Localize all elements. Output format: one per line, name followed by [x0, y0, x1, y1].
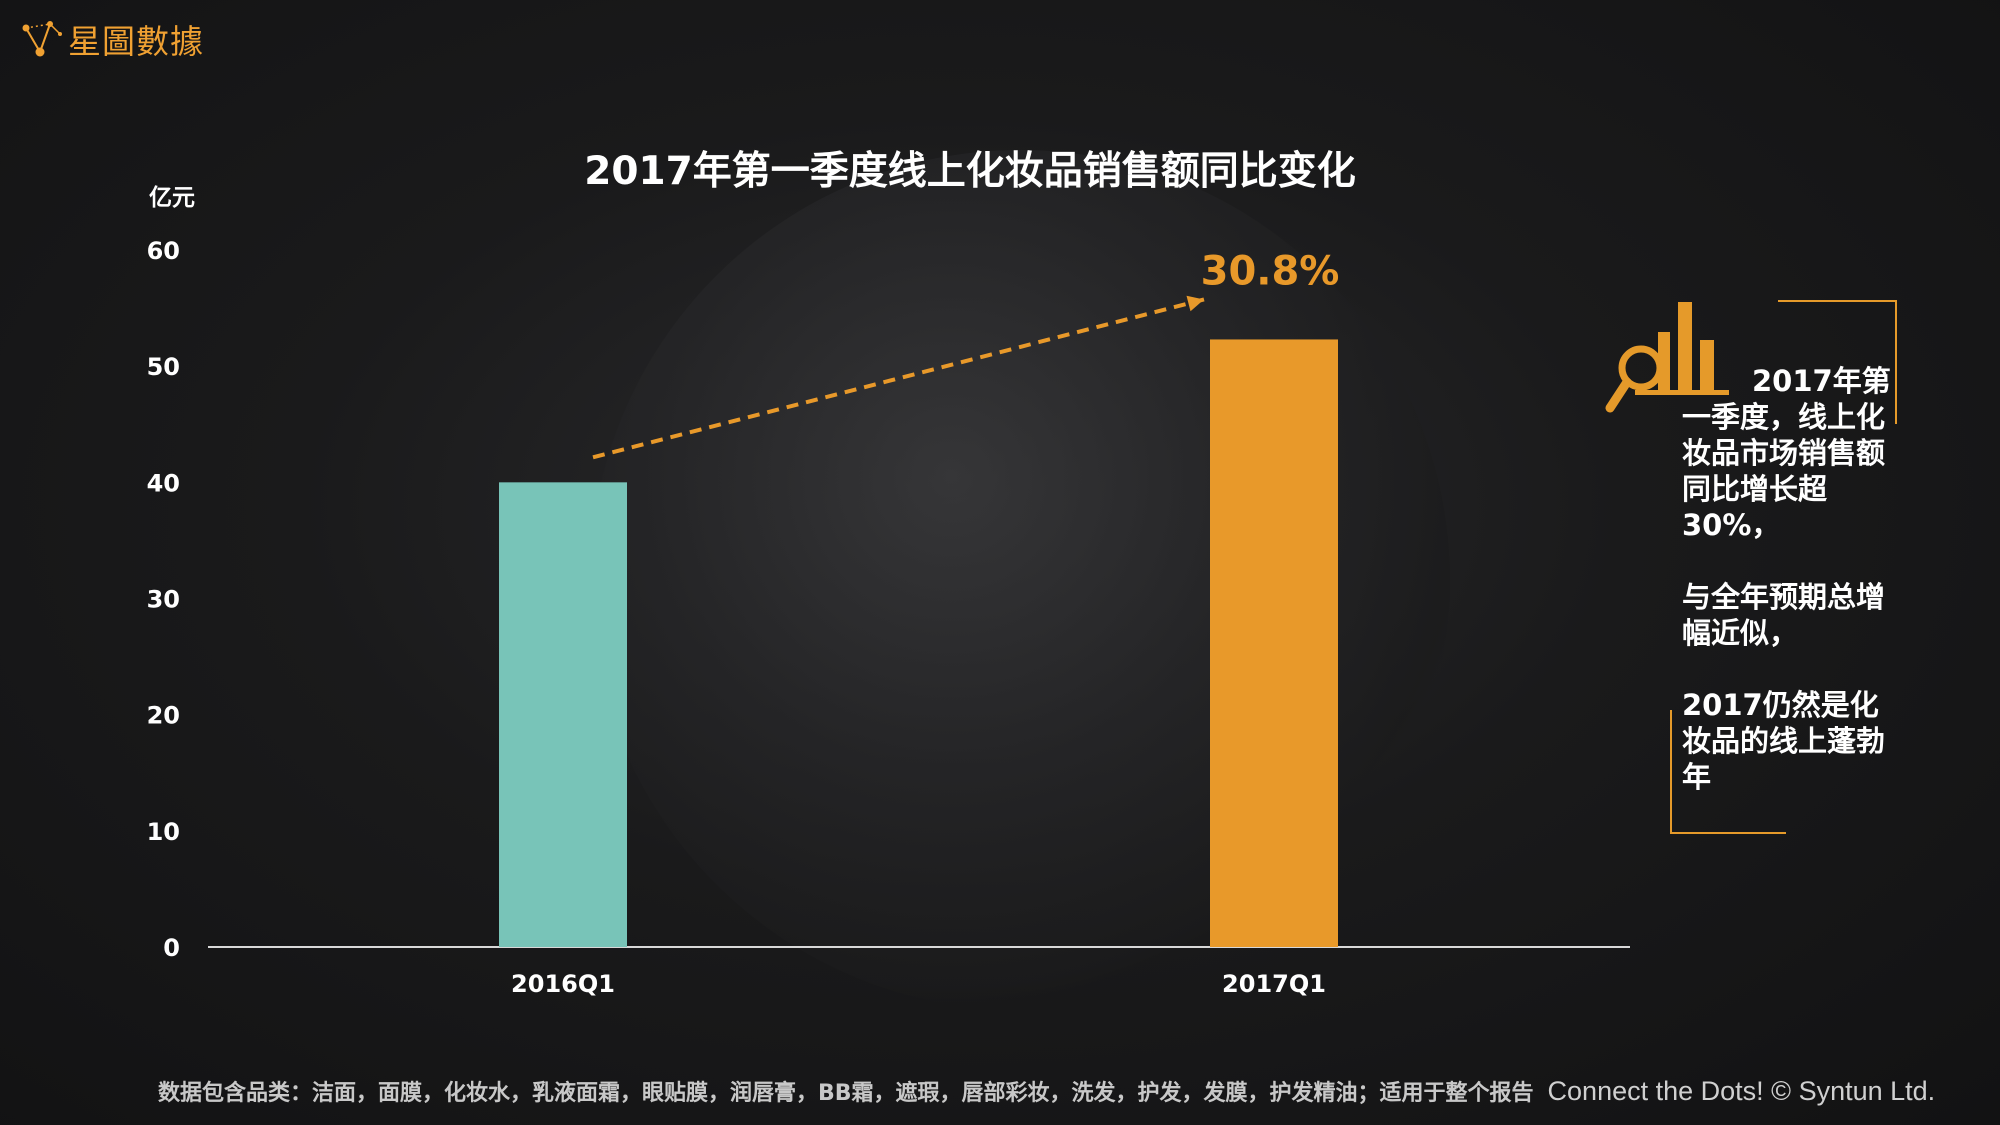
growth-rate-label: 30.8% — [1201, 248, 1340, 294]
bars — [499, 339, 1338, 947]
brand-logo: 星圖數據 — [20, 14, 204, 64]
y-tick-label: 60 — [147, 237, 180, 265]
constellation-icon — [22, 21, 62, 57]
y-tick-label: 10 — [147, 818, 180, 846]
magnifier-chart-icon — [1605, 302, 1729, 413]
y-axis-label: 亿元 — [149, 185, 195, 211]
callout-text: 2017年第一季度，线上化妆品市场销售额同比增长超30%， 与全年预期总增幅近似… — [1682, 363, 1892, 831]
y-tick-label: 50 — [147, 353, 180, 381]
callout-frame-top — [1778, 300, 1897, 424]
x-tick-label: 2017Q1 — [1222, 970, 1326, 998]
callout-paragraph-1: 2017年第一季度，线上化妆品市场销售额同比增长超30%， — [1682, 364, 1891, 542]
footer-category-note: 数据包含品类：洁面，面膜，化妆水，乳液面霜，眼贴膜，润唇膏，BB霜，遮瑕，唇部彩… — [158, 1081, 1534, 1106]
brand-name: 星圖數據 — [68, 22, 204, 61]
growth-arrow-head — [1186, 295, 1204, 312]
y-axis-ticks: 0 10 20 30 40 50 60 — [147, 237, 180, 962]
y-tick-label: 30 — [147, 586, 180, 614]
x-axis-ticks: 2016Q1 2017Q1 — [511, 970, 1326, 998]
bar-2017Q1 — [1210, 339, 1338, 947]
callout-paragraph-3: 2017仍然是化妆品的线上蓬勃年 — [1682, 688, 1886, 794]
growth-arrow-line — [592, 297, 1205, 460]
footer-copyright: Connect the Dots! © Syntun Ltd. — [1547, 1075, 1936, 1106]
footer: 数据包含品类：洁面，面膜，化妆水，乳液面霜，眼贴膜，润唇膏，BB霜，遮瑕，唇部彩… — [158, 1073, 1978, 1109]
bar-2016Q1 — [499, 482, 627, 947]
y-tick-label: 40 — [147, 469, 180, 497]
x-tick-label: 2016Q1 — [511, 970, 615, 998]
chart-title: 2017年第一季度线上化妆品销售额同比变化 — [584, 149, 1356, 194]
growth-annotation: 30.8% — [592, 248, 1340, 460]
callout-frame-bottom — [1670, 710, 1786, 834]
y-tick-label: 20 — [147, 702, 180, 730]
callout-paragraph-2: 与全年预期总增幅近似， — [1682, 580, 1886, 650]
y-tick-label: 0 — [163, 934, 180, 962]
